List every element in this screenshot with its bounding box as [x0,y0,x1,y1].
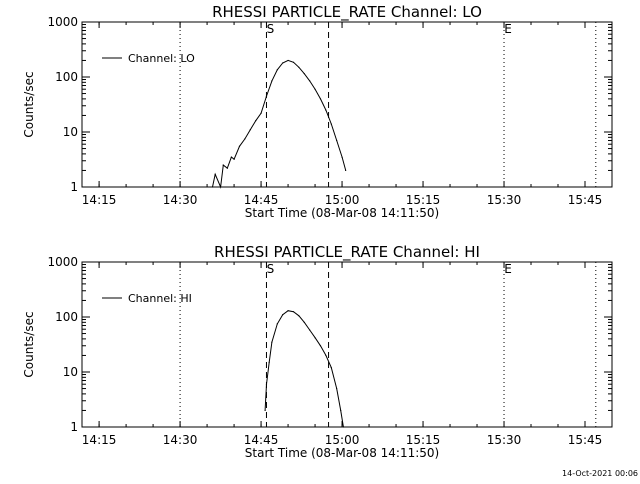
data-point [342,426,345,428]
x-axis-label: Start Time (08-Mar-08 14:11:50) [245,206,439,220]
data-point [287,59,289,62]
data-point [303,73,305,75]
series-line [264,310,344,428]
data-point [325,109,327,111]
data-point [330,123,332,125]
data-point [345,169,347,172]
data-point [314,88,316,90]
x-tick-label: 15:30 [487,193,522,207]
data-point [282,314,284,316]
x-tick-label: 15:30 [487,433,522,447]
x-tick-label: 14:30 [163,433,198,447]
data-point [292,61,295,63]
y-tick-label: 1000 [47,255,78,269]
data-point [244,138,246,140]
data-point [340,409,342,412]
y-tick-label: 1000 [47,15,78,29]
marker-label: E [504,22,512,36]
x-tick-label: 14:15 [82,193,117,207]
data-point [330,367,332,369]
data-point [314,337,316,339]
data-point [325,354,327,357]
timestamp-text: 14-Oct-2021 00:06 [562,469,638,478]
data-point [249,129,251,131]
plot-frame [81,261,613,428]
marker-label: S [267,262,275,276]
data-point [238,145,241,147]
data-point [233,158,235,160]
data-point [319,345,322,347]
x-tick-label: 14:30 [163,193,198,207]
chart-panel-1: RHESSI PARTICLE_RATE Channel: HI 1 10 100 10… [22,243,613,460]
chart-title: RHESSI PARTICLE_RATE Channel: HI [214,243,480,262]
data-point [276,69,278,71]
data-point [214,173,216,175]
data-point [336,387,338,390]
y-tick-label: 100 [55,70,78,84]
data-point [264,409,266,412]
chart-panel-0: RHESSI PARTICLE_RATE Channel: LO 1 10 100 10… [22,3,613,220]
y-tick-label: 1 [70,180,78,194]
x-tick-label: 15:00 [325,433,360,447]
data-point [211,186,214,188]
x-tick-label: 15:15 [406,193,441,207]
data-point [268,361,270,363]
data-point [309,80,311,82]
y-axis-label: Counts/sec [22,71,36,137]
data-point [282,62,284,64]
x-axis-label: Start Time (08-Mar-08 14:11:50) [245,446,439,460]
data-point [309,329,311,331]
x-tick-label: 14:45 [244,193,279,207]
x-tick-label: 15:00 [325,193,360,207]
data-point [271,341,273,343]
legend-label: Channel: LO [128,52,195,65]
legend-label: Channel: HI [128,292,192,305]
y-axis-label: Counts/sec [22,311,36,377]
y-tick-label: 1 [70,420,78,434]
data-point [226,167,228,169]
data-point [303,321,305,323]
data-point [292,311,295,313]
x-tick-label: 14:15 [82,433,117,447]
data-point [287,310,289,312]
y-tick-label: 100 [55,310,78,324]
marker-label: S [267,22,275,36]
data-point [265,383,268,385]
x-tick-label: 15:15 [406,433,441,447]
data-point [276,323,278,325]
data-point [319,98,322,100]
data-point [271,80,273,82]
data-point [260,112,262,114]
plot-frame [81,21,613,188]
data-point [265,95,268,97]
marker-label: E [504,262,512,276]
data-point [230,156,232,158]
y-tick-label: 10 [63,365,78,379]
data-point [219,186,222,188]
data-point [298,315,300,317]
x-tick-label: 14:45 [244,433,279,447]
data-point [222,164,224,166]
x-tick-label: 15:45 [568,193,603,207]
data-point [298,66,300,68]
data-point [341,156,343,158]
series-line [212,59,347,189]
y-tick-label: 10 [63,125,78,139]
x-tick-label: 15:45 [568,433,603,447]
data-point [336,139,338,142]
chart-title: RHESSI PARTICLE_RATE Channel: LO [212,3,482,22]
data-point [255,120,257,122]
